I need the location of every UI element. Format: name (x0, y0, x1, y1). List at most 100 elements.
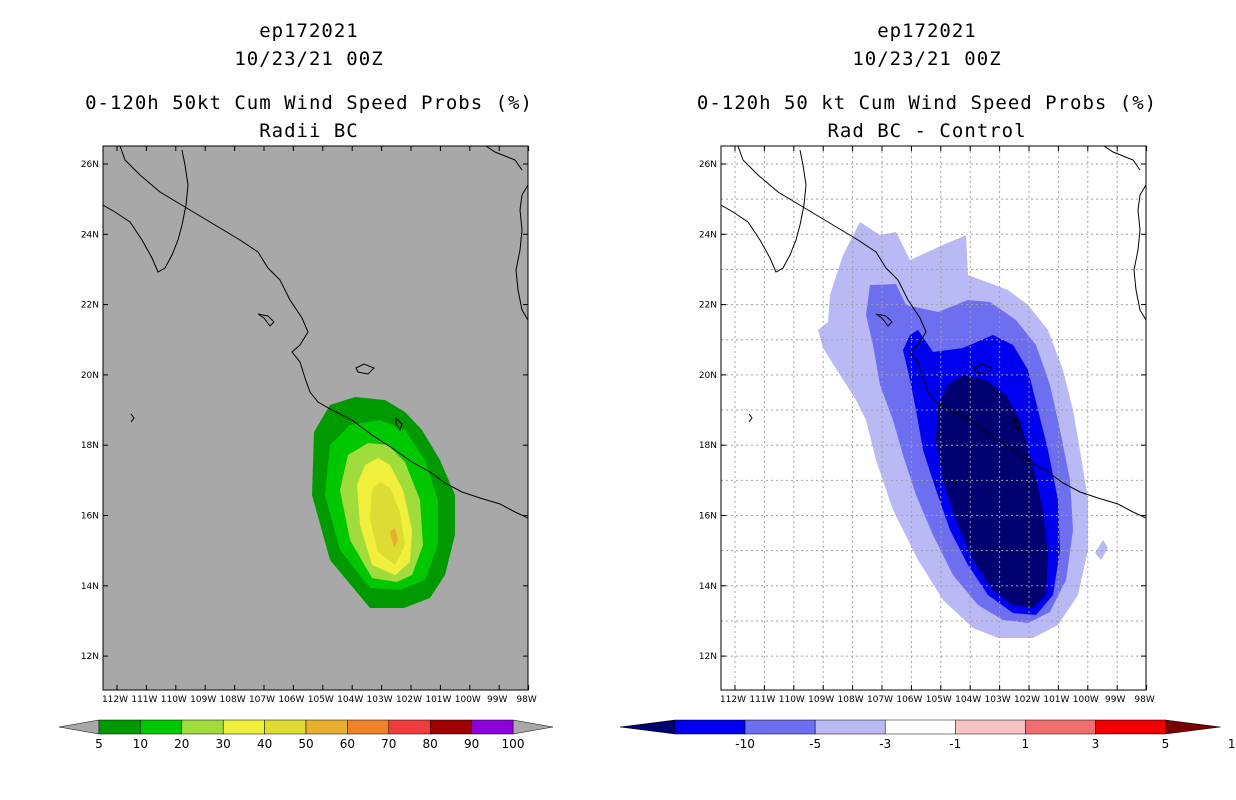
colorbar-label: 70 (381, 737, 396, 751)
prob-contour-40 (370, 482, 405, 565)
colorbar-swatch (884, 719, 956, 735)
lon-label: 98W (516, 695, 536, 705)
right-lat-axis: 26N 24N 22N 20N 18N 16N 14N 12N (699, 160, 1146, 662)
lon-label: 109W (190, 695, 216, 705)
lon-label: 100W (1073, 695, 1099, 705)
colorbar-label: -3 (879, 737, 891, 751)
lon-label: 105W (308, 695, 334, 705)
lat-label: 20N (81, 371, 99, 381)
right-colorbar: -10 -5 -3 -1 1 3 5 10 (619, 719, 1236, 751)
lon-label: 112W (720, 695, 746, 705)
lon-label: 102W (1014, 695, 1040, 705)
lat-label: 16N (699, 512, 717, 522)
lat-label: 12N (81, 652, 99, 662)
left-lat-axis: 26N 24N 22N 20N 18N 16N 14N 12N (81, 160, 528, 662)
lat-label: 18N (699, 441, 717, 451)
colorbar-arrow-left (619, 719, 676, 735)
lon-label: 104W (955, 695, 981, 705)
lon-label: 103W (367, 695, 393, 705)
left-coastlines (103, 146, 528, 519)
diff-contour-minus1-blob (1095, 540, 1108, 560)
left-product-title: 0-120h 50kt Cum Wind Speed Probs (%) (85, 92, 533, 114)
colorbar-label: 80 (423, 737, 438, 751)
lon-label: 101W (1043, 695, 1069, 705)
lat-label: 14N (699, 582, 717, 592)
lon-label: 108W (838, 695, 864, 705)
lon-label: 110W (161, 695, 187, 705)
left-map-panel: ep172021 10/23/21 00Z 0-120h 50kt Cum Wi… (58, 20, 554, 751)
colorbar-swatch (347, 719, 390, 735)
lat-label: 20N (699, 371, 717, 381)
lat-label: 22N (81, 301, 99, 311)
lon-label: 98W (1134, 695, 1154, 705)
colorbar-label: 60 (340, 737, 355, 751)
lat-label: 24N (699, 230, 717, 240)
lon-label: 108W (220, 695, 246, 705)
colorbar-label: 10 (133, 737, 148, 751)
lat-label: 22N (699, 301, 717, 311)
right-storm-id: ep172021 (877, 20, 977, 42)
colorbar-label: 3 (1092, 737, 1100, 751)
colorbar-swatch (744, 719, 816, 735)
colorbar-swatch (222, 719, 265, 735)
lon-label: 109W (808, 695, 834, 705)
colorbar-swatch (955, 719, 1026, 735)
left-map-background (103, 146, 528, 690)
colorbar-label: 40 (257, 737, 272, 751)
colorbar-swatch (388, 719, 431, 735)
lon-label: 101W (425, 695, 451, 705)
colorbar-label: -10 (735, 737, 755, 751)
colorbar-label: 10 (1228, 737, 1236, 751)
lat-label: 12N (699, 652, 717, 662)
lon-label: 110W (779, 695, 805, 705)
colorbar-arrow-right (512, 719, 554, 735)
colorbar-label: 30 (216, 737, 231, 751)
colorbar-label: 20 (174, 737, 189, 751)
colorbar-swatch (181, 719, 224, 735)
lon-label: 105W (926, 695, 952, 705)
colorbar-label: 1 (1022, 737, 1030, 751)
lon-label: 99W (1105, 695, 1125, 705)
lon-label: 104W (337, 695, 363, 705)
colorbar-swatch (814, 719, 886, 735)
lon-label: 107W (249, 695, 275, 705)
lon-label: 99W (487, 695, 507, 705)
lat-label: 18N (81, 441, 99, 451)
colorbar-swatch (98, 719, 141, 735)
colorbar-label: 90 (464, 737, 479, 751)
lon-label: 106W (278, 695, 304, 705)
colorbar-label: -1 (949, 737, 961, 751)
colorbar-swatch (674, 719, 746, 735)
left-colorbar: 5 10 20 30 40 50 60 70 80 90 100 (58, 719, 554, 751)
colorbar-swatch (264, 719, 307, 735)
left-product-subtitle: Radii BC (259, 120, 359, 142)
lon-label: 111W (749, 695, 775, 705)
lon-label: 100W (455, 695, 481, 705)
lon-label: 112W (102, 695, 128, 705)
lat-label: 26N (81, 160, 99, 170)
colorbar-label: 5 (95, 737, 103, 751)
colorbar-arrow-right (1165, 719, 1221, 735)
left-lon-axis: 112W 111W 110W 109W 108W 107W 106W 105W 104W 103W… (102, 146, 537, 705)
lat-label: 24N (81, 230, 99, 240)
right-lon-axis: 112W 111W 110W 109W 108W 107W 106W 105W 104W 103W… (720, 146, 1155, 705)
colorbar-swatch (1095, 719, 1166, 735)
lon-label: 106W (896, 695, 922, 705)
colorbar-swatch (305, 719, 348, 735)
colorbar-swatch (429, 719, 472, 735)
right-map-panel: ep172021 10/23/21 00Z 0-120h 50 kt Cum W… (618, 0, 1236, 800)
colorbar-label: -5 (809, 737, 821, 751)
colorbar-label: 50 (298, 737, 313, 751)
right-coastlines (721, 146, 1146, 519)
diff-contour-minus10 (936, 375, 1048, 608)
lon-label: 107W (867, 695, 893, 705)
lon-label: 102W (396, 695, 422, 705)
prob-contour-50 (390, 528, 398, 548)
lat-label: 16N (81, 512, 99, 522)
colorbar-swatch (140, 719, 183, 735)
lat-label: 14N (81, 582, 99, 592)
colorbar-label: 5 (1162, 737, 1170, 751)
lon-label: 103W (985, 695, 1011, 705)
